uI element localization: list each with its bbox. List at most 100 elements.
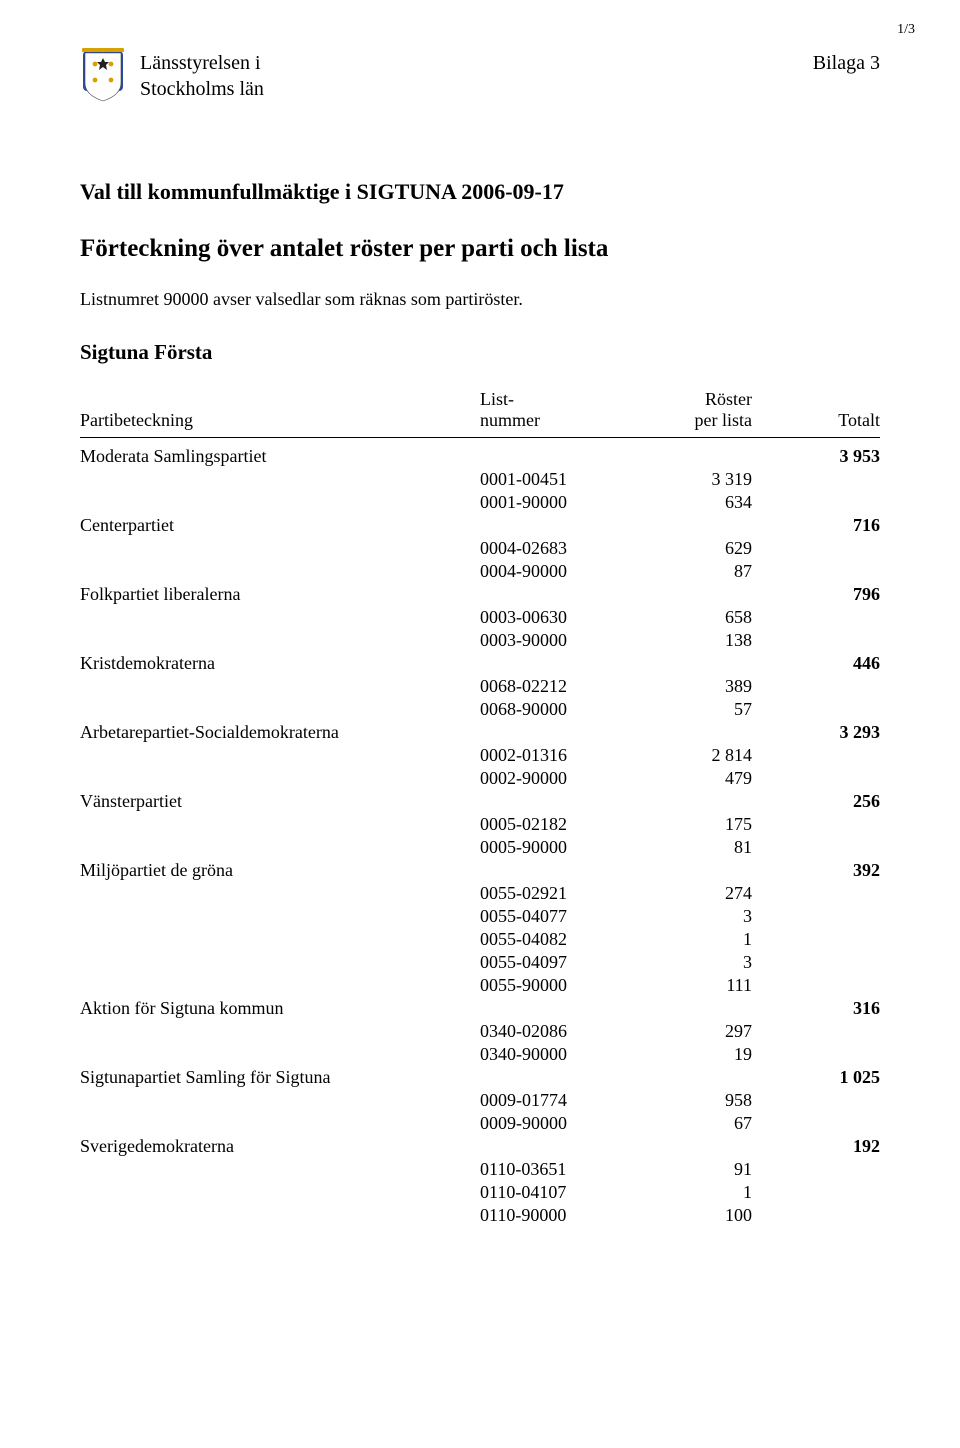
list-number: 0002-90000: [480, 767, 616, 790]
col-listnumber: List- nummer: [480, 389, 616, 438]
party-total: 1 025: [752, 1066, 880, 1089]
region-heading: Sigtuna Första: [80, 340, 880, 365]
list-row: 0003-00630658: [80, 606, 880, 629]
roster-value: 1: [616, 1181, 752, 1204]
list-row: 0110-90000100: [80, 1204, 880, 1227]
roster-value: 629: [616, 537, 752, 560]
party-row: Miljöpartiet de gröna392: [80, 859, 880, 882]
list-row: 0055-040973: [80, 951, 880, 974]
roster-value: 19: [616, 1043, 752, 1066]
list-row: 0009-01774958: [80, 1089, 880, 1112]
party-total: 3 293: [752, 721, 880, 744]
list-number: 0004-90000: [480, 560, 616, 583]
party-row: Arbetarepartiet-Socialdemokraterna 3 293: [80, 721, 880, 744]
party-row: Aktion för Sigtuna kommun316: [80, 997, 880, 1020]
roster-value: 138: [616, 629, 752, 652]
roster-value: 81: [616, 836, 752, 859]
list-row: 0055-90000111: [80, 974, 880, 997]
party-name: Kristdemokraterna: [80, 652, 480, 675]
list-row: 0002-90000479: [80, 767, 880, 790]
letterhead: Länsstyrelsen i Stockholms län: [80, 50, 880, 109]
party-row: Folkpartiet liberalerna796: [80, 583, 880, 606]
list-number: 0110-90000: [480, 1204, 616, 1227]
list-row: 0004-9000087: [80, 560, 880, 583]
party-row: Sigtunapartiet Samling för Sigtuna 1 025: [80, 1066, 880, 1089]
col-roster: Röster per lista: [616, 389, 752, 438]
list-number: 0009-01774: [480, 1089, 616, 1112]
list-row: 0009-9000067: [80, 1112, 880, 1135]
document-subtitle: Förteckning över antalet röster per part…: [80, 235, 880, 263]
party-row: Moderata Samlingspartiet3 953: [80, 438, 880, 469]
votes-table: Partibeteckning List- nummer Röster per …: [80, 389, 880, 1227]
list-number: 0009-90000: [480, 1112, 616, 1135]
votes-table-head: Partibeteckning List- nummer Röster per …: [80, 389, 880, 438]
roster-value: 274: [616, 882, 752, 905]
party-total: 446: [752, 652, 880, 675]
col-list-l1: List-: [480, 389, 514, 409]
votes-table-body: Moderata Samlingspartiet3 9530001-004513…: [80, 438, 880, 1228]
list-row: 0055-02921274: [80, 882, 880, 905]
list-number: 0002-01316: [480, 744, 616, 767]
party-name: Vänsterpartiet: [80, 790, 480, 813]
list-number: 0340-90000: [480, 1043, 616, 1066]
list-number: 0055-90000: [480, 974, 616, 997]
list-number: 0068-02212: [480, 675, 616, 698]
roster-value: 91: [616, 1158, 752, 1181]
roster-value: 2 814: [616, 744, 752, 767]
party-name: Moderata Samlingspartiet: [80, 438, 480, 469]
appendix-label: Bilaga 3: [813, 52, 880, 75]
roster-value: 634: [616, 491, 752, 514]
page: 1/3 Bilaga 3 Länsstyrelsen i Stockholms …: [0, 0, 960, 1277]
list-row: 0002-013162 814: [80, 744, 880, 767]
party-name: Arbetarepartiet-Socialdemokraterna: [80, 721, 480, 744]
list-number: 0068-90000: [480, 698, 616, 721]
coat-of-arms-icon: [80, 48, 126, 109]
list-number: 0055-04082: [480, 928, 616, 951]
roster-value: 958: [616, 1089, 752, 1112]
col-roster-l1: Röster: [705, 389, 752, 409]
organization-line1: Länsstyrelsen i: [140, 50, 264, 76]
list-row: 0001-004513 319: [80, 468, 880, 491]
list-number: 0055-04097: [480, 951, 616, 974]
list-number: 0110-03651: [480, 1158, 616, 1181]
col-list-l2: nummer: [480, 410, 540, 430]
roster-value: 175: [616, 813, 752, 836]
organization-line2: Stockholms län: [140, 76, 264, 102]
organization-name: Länsstyrelsen i Stockholms län: [140, 50, 264, 102]
list-row: 0055-040773: [80, 905, 880, 928]
list-row: 0004-02683629: [80, 537, 880, 560]
col-party: Partibeteckning: [80, 389, 480, 438]
party-row: Centerpartiet 716: [80, 514, 880, 537]
page-number: 1/3: [897, 22, 915, 38]
party-name: Sigtunapartiet Samling för Sigtuna: [80, 1066, 480, 1089]
list-number: 0055-02921: [480, 882, 616, 905]
list-row: 0001-90000634: [80, 491, 880, 514]
list-number: 0003-00630: [480, 606, 616, 629]
list-number: 0005-90000: [480, 836, 616, 859]
list-number: 0055-04077: [480, 905, 616, 928]
party-name: Miljöpartiet de gröna: [80, 859, 480, 882]
document-title: Val till kommunfullmäktige i SIGTUNA 200…: [80, 179, 880, 205]
list-row: 0340-02086297: [80, 1020, 880, 1043]
roster-value: 3: [616, 905, 752, 928]
list-row: 0005-9000081: [80, 836, 880, 859]
roster-value: 1: [616, 928, 752, 951]
explanatory-note: Listnumret 90000 avser valsedlar som räk…: [80, 289, 880, 310]
roster-value: 67: [616, 1112, 752, 1135]
party-name: Centerpartiet: [80, 514, 480, 537]
list-row: 0055-040821: [80, 928, 880, 951]
list-number: 0004-02683: [480, 537, 616, 560]
list-row: 0003-90000138: [80, 629, 880, 652]
party-row: Sverigedemokraterna192: [80, 1135, 880, 1158]
party-total: 716: [752, 514, 880, 537]
roster-value: 57: [616, 698, 752, 721]
roster-value: 111: [616, 974, 752, 997]
roster-value: 297: [616, 1020, 752, 1043]
party-name: Sverigedemokraterna: [80, 1135, 480, 1158]
list-row: 0068-02212389: [80, 675, 880, 698]
list-row: 0068-9000057: [80, 698, 880, 721]
list-row: 0005-02182175: [80, 813, 880, 836]
list-row: 0110-041071: [80, 1181, 880, 1204]
roster-value: 3: [616, 951, 752, 974]
col-total: Totalt: [752, 389, 880, 438]
